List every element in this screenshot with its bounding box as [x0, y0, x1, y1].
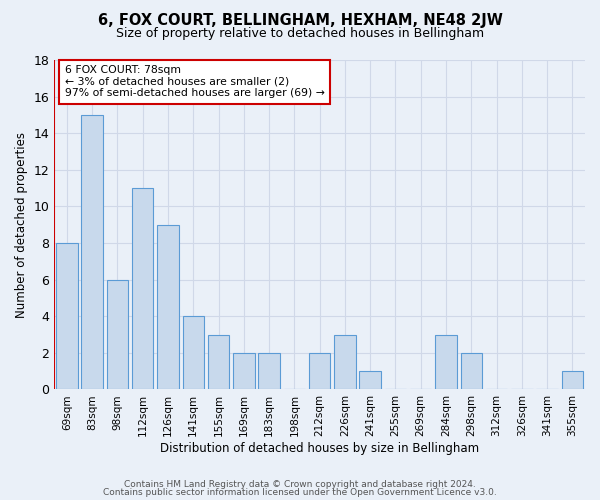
- Text: Size of property relative to detached houses in Bellingham: Size of property relative to detached ho…: [116, 28, 484, 40]
- Bar: [182, 316, 204, 390]
- Bar: [461, 353, 482, 390]
- Bar: [359, 371, 381, 390]
- Bar: [82, 115, 103, 390]
- Bar: [56, 243, 77, 390]
- Bar: [309, 353, 331, 390]
- Bar: [132, 188, 154, 390]
- Text: Contains HM Land Registry data © Crown copyright and database right 2024.: Contains HM Land Registry data © Crown c…: [124, 480, 476, 489]
- Bar: [259, 353, 280, 390]
- Bar: [233, 353, 254, 390]
- Text: 6, FOX COURT, BELLINGHAM, HEXHAM, NE48 2JW: 6, FOX COURT, BELLINGHAM, HEXHAM, NE48 2…: [98, 12, 502, 28]
- Bar: [208, 334, 229, 390]
- Bar: [107, 280, 128, 390]
- Bar: [435, 334, 457, 390]
- Text: 6 FOX COURT: 78sqm
← 3% of detached houses are smaller (2)
97% of semi-detached : 6 FOX COURT: 78sqm ← 3% of detached hous…: [65, 65, 325, 98]
- Bar: [562, 371, 583, 390]
- Y-axis label: Number of detached properties: Number of detached properties: [15, 132, 28, 318]
- Text: Contains public sector information licensed under the Open Government Licence v3: Contains public sector information licen…: [103, 488, 497, 497]
- Bar: [334, 334, 356, 390]
- X-axis label: Distribution of detached houses by size in Bellingham: Distribution of detached houses by size …: [160, 442, 479, 455]
- Bar: [157, 224, 179, 390]
